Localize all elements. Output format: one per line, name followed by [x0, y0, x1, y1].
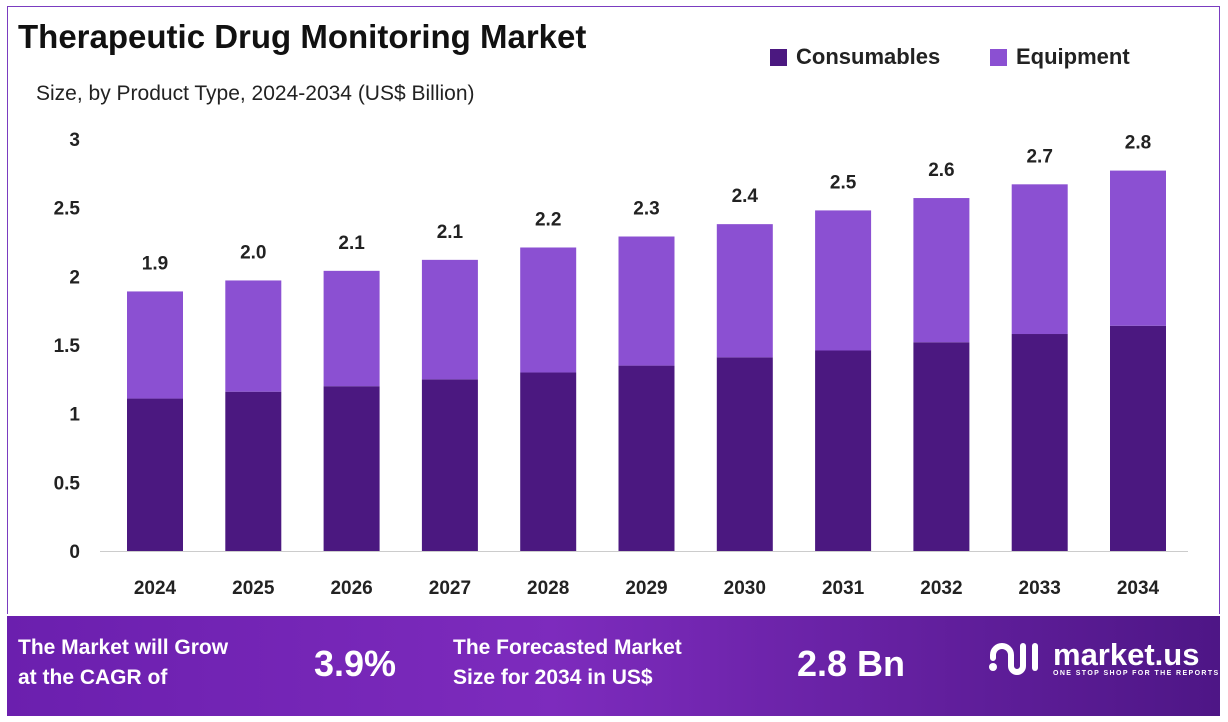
bar-equipment-2030 — [716, 224, 773, 358]
data-label-2025: 2.0 — [240, 242, 266, 263]
data-label-2026: 2.1 — [338, 233, 365, 254]
x-tick-label: 2024 — [134, 578, 177, 599]
x-tick-label: 2028 — [527, 578, 569, 599]
bar-consumables-2027 — [421, 379, 478, 551]
brand-logo: market.us ONE STOP SHOP FOR THE REPORTS — [987, 638, 1220, 678]
x-tick-label: 2030 — [724, 578, 766, 599]
bar-consumables-2031 — [815, 350, 872, 551]
cagr-value: 3.9% — [314, 643, 397, 684]
legend-consumables: Consumables — [770, 44, 940, 70]
bar-consumables-2033 — [1011, 334, 1068, 551]
y-tick-label: 1 — [69, 405, 80, 426]
bar-equipment-2033 — [1011, 184, 1068, 335]
bar-consumables-2025 — [225, 391, 282, 551]
y-tick-label: 1.5 — [54, 336, 81, 357]
cagr-text-line2: at the CAGR of — [18, 666, 168, 689]
bar-consumables-2032 — [913, 342, 970, 551]
market-us-logo-icon — [989, 643, 1038, 675]
legend-swatch-equipment — [990, 48, 1007, 66]
x-tick-label: 2025 — [232, 578, 275, 599]
cagr-text-line1: The Market will Grow — [18, 636, 229, 659]
bar-consumables-2034 — [1110, 325, 1166, 551]
x-tick-label: 2032 — [920, 578, 962, 599]
forecast-value: 2.8 Bn — [797, 643, 906, 684]
y-tick-label: 2.5 — [54, 199, 81, 220]
x-tick-label: 2027 — [429, 578, 471, 599]
chart-frame — [7, 6, 1220, 614]
footer-banner: The Market will Grow at the CAGR of 3.9%… — [7, 616, 1220, 716]
bar-equipment-2031 — [815, 210, 872, 351]
y-tick-label: 2 — [69, 267, 80, 288]
data-label-2030: 2.4 — [732, 186, 759, 207]
data-label-2034: 2.8 — [1125, 133, 1151, 154]
bar-equipment-2024 — [127, 291, 183, 399]
y-tick-label: 0 — [69, 542, 80, 563]
y-tick-label: 3 — [69, 130, 80, 151]
data-label-2028: 2.2 — [535, 209, 561, 230]
forecast-text-line1: The Forecasted Market — [453, 636, 682, 659]
bar-equipment-2028 — [520, 247, 577, 373]
brand-tagline: ONE STOP SHOP FOR THE REPORTS — [1053, 669, 1220, 677]
bar-equipment-2034 — [1110, 170, 1166, 326]
x-tick-label: 2033 — [1019, 578, 1061, 599]
legend-label-equipment: Equipment — [1016, 44, 1130, 69]
bar-consumables-2026 — [323, 386, 380, 551]
x-tick-label: 2026 — [330, 578, 372, 599]
data-label-2033: 2.7 — [1026, 146, 1052, 167]
data-label-2032: 2.6 — [928, 160, 954, 181]
data-label-2029: 2.3 — [633, 199, 659, 220]
bar-consumables-2028 — [520, 372, 577, 551]
data-label-2024: 1.9 — [142, 253, 168, 274]
data-label-2031: 2.5 — [830, 172, 857, 193]
data-label-2027: 2.1 — [437, 222, 464, 243]
bar-equipment-2032 — [913, 198, 970, 343]
brand-name: market.us — [1053, 636, 1200, 672]
bar-equipment-2029 — [618, 236, 675, 366]
bar-consumables-2024 — [127, 398, 183, 551]
x-tick-label: 2034 — [1117, 578, 1160, 599]
forecast-text-line2: Size for 2034 in US$ — [453, 666, 653, 689]
y-tick-label: 0.5 — [54, 473, 81, 494]
bar-equipment-2026 — [323, 270, 380, 387]
chart-title: Therapeutic Drug Monitoring Market — [18, 18, 587, 55]
x-tick-label: 2031 — [822, 578, 865, 599]
bar-equipment-2027 — [421, 259, 478, 380]
x-tick-label: 2029 — [625, 578, 667, 599]
bar-consumables-2029 — [618, 365, 675, 551]
legend-label-consumables: Consumables — [796, 44, 941, 69]
legend-equipment: Equipment — [990, 44, 1130, 70]
bar-consumables-2030 — [716, 357, 773, 551]
chart-subtitle: Size, by Product Type, 2024-2034 (US$ Bi… — [36, 82, 475, 105]
legend-swatch-consumables — [770, 48, 787, 66]
bar-equipment-2025 — [225, 280, 282, 392]
